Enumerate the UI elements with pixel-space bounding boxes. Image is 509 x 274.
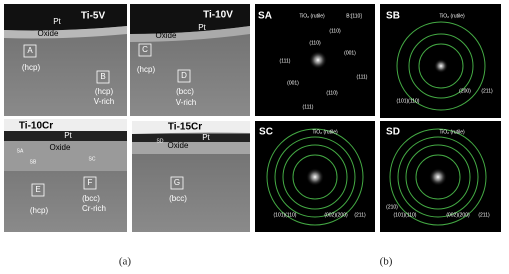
ring-label: (211) [478, 212, 490, 218]
phase: TiO₂ (rutile) [439, 129, 465, 135]
ring-label: (200) [459, 88, 471, 94]
label: (bcc) [169, 194, 187, 203]
spot-label: (110) [329, 28, 341, 34]
ring-label: (210) [386, 204, 398, 210]
label: V-rich [176, 98, 196, 107]
label: Oxide [168, 141, 189, 150]
label: (bcc) [176, 87, 194, 96]
label: Pt [53, 17, 61, 26]
image-title: Ti-10Cr [19, 121, 53, 132]
label: Pt [202, 133, 210, 142]
label: V-rich [94, 97, 114, 106]
label: D [181, 71, 187, 80]
label: SD [157, 138, 164, 144]
label: Oxide [50, 143, 71, 152]
spot-label: (111) [303, 104, 314, 110]
label: A [27, 46, 33, 55]
label: Oxide [38, 29, 59, 38]
phase: TiO₂ (rutile) [312, 129, 338, 135]
label: F [88, 178, 93, 187]
label: B [100, 72, 105, 81]
label: (hcp) [95, 87, 114, 96]
spot-label: (001) [287, 80, 299, 86]
ring-label: (101)(110) [274, 212, 297, 218]
image-title: Ti-10V [203, 10, 233, 21]
ring-label: (101)(110) [397, 98, 420, 104]
caption: (b) [380, 256, 393, 268]
spot-label: (111) [357, 74, 368, 80]
tem-images: Ti-5V Pt Oxide A (hcp) B (hcp) V-rich Ti… [4, 4, 250, 232]
pattern-title: SA [258, 11, 272, 22]
phase: TiO₂ (rutile) [299, 13, 325, 19]
label: (hcp) [137, 65, 156, 74]
pattern-title: SD [386, 127, 400, 138]
ring-label: (211) [354, 212, 366, 218]
label: SB [30, 159, 37, 165]
label: Oxide [156, 31, 177, 40]
ring-label: (002)(200) [446, 212, 470, 218]
diffraction-patterns: SA TiO₂ (rutile) B:[110] (110) (110) (00… [255, 4, 501, 232]
caption: (a) [119, 256, 132, 268]
zone-axis: B:[110] [346, 13, 362, 19]
label: Pt [64, 131, 72, 140]
label: (bcc) [82, 194, 100, 203]
label: Pt [198, 23, 206, 32]
label: E [35, 185, 40, 194]
ring-label: (101)(110) [394, 212, 417, 218]
label: (hcp) [30, 206, 49, 215]
label: (hcp) [22, 63, 41, 72]
label: C [142, 45, 148, 54]
pattern-title: SB [386, 11, 400, 22]
spot-label: (110) [309, 40, 321, 46]
pattern-title: SC [259, 127, 273, 138]
spot-label: (111) [280, 58, 291, 64]
ring-label: (002)(200) [324, 212, 348, 218]
spot-label: (001) [344, 50, 356, 56]
image-title: Ti-15Cr [168, 122, 202, 133]
label: SA [17, 148, 24, 154]
label: Cr-rich [82, 204, 106, 213]
label: SC [89, 156, 96, 162]
phase: TiO₂ (rutile) [439, 13, 465, 19]
image-title: Ti-5V [81, 11, 106, 22]
spot-label: (110) [326, 90, 338, 96]
ring-label: (211) [481, 88, 493, 94]
label: G [174, 178, 180, 187]
